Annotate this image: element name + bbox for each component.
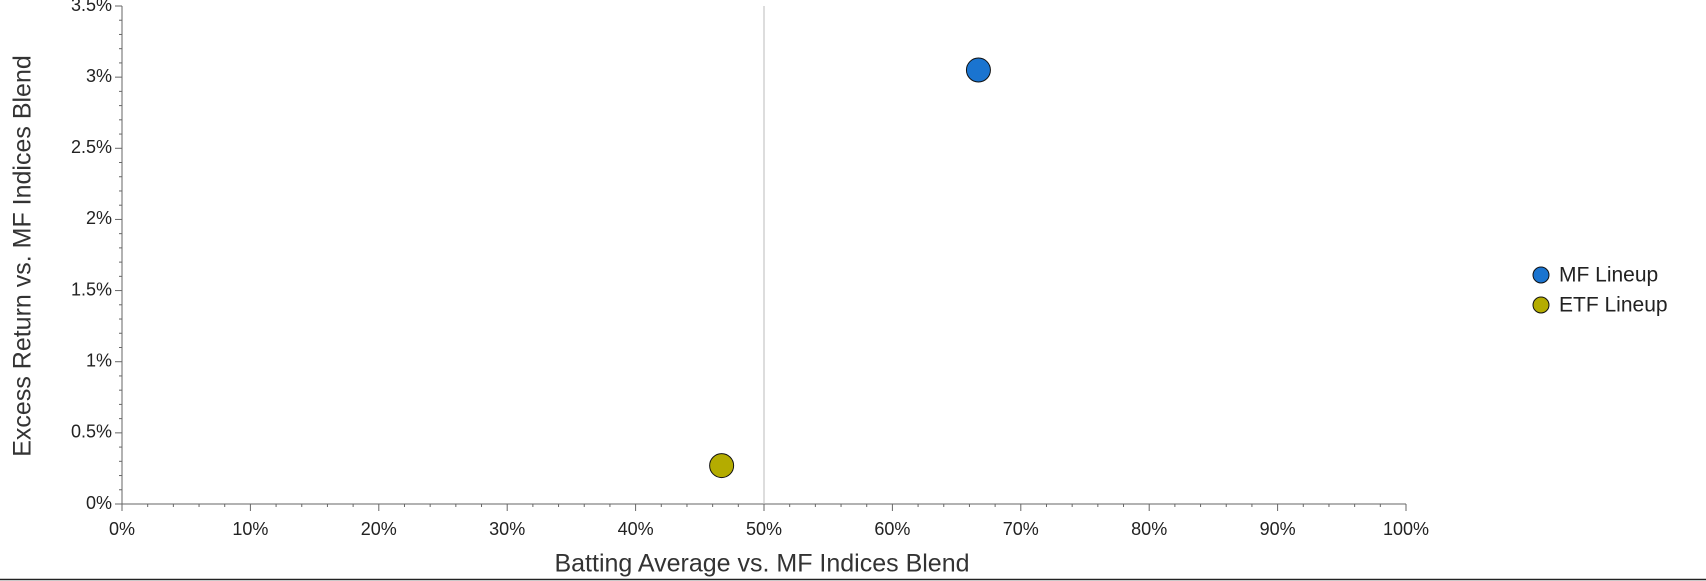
x-tick-label: 30% [489, 519, 525, 539]
legend-marker [1532, 296, 1550, 314]
x-axis-title: Batting Average vs. MF Indices Blend [554, 550, 969, 578]
y-tick-label: 3.5% [71, 0, 112, 15]
x-tick-label: 50% [746, 519, 782, 539]
x-tick-label: 90% [1260, 519, 1296, 539]
legend-marker [1532, 266, 1550, 284]
x-tick-label: 10% [232, 519, 268, 539]
y-tick-label: 0.5% [71, 422, 112, 442]
y-tick-label: 3% [86, 66, 112, 86]
y-tick-label: 0% [86, 493, 112, 513]
x-tick-label: 70% [1003, 519, 1039, 539]
point [965, 57, 991, 83]
y-axis-title: Excess Return vs. MF Indices Blend [9, 55, 37, 457]
legend-label: MF Lineup [1559, 264, 1658, 287]
x-tick-label: 60% [874, 519, 910, 539]
x-tick-label: 80% [1131, 519, 1167, 539]
x-tick-label: 40% [618, 519, 654, 539]
legend-label: ETF Lineup [1559, 294, 1668, 317]
point [709, 453, 735, 479]
y-tick-label: 2.5% [71, 137, 112, 157]
y-tick-label: 1% [86, 350, 112, 370]
x-tick-label: 100% [1383, 519, 1429, 539]
y-tick-label: 2% [86, 208, 112, 228]
y-tick-label: 1.5% [71, 279, 112, 299]
x-tick-label: 20% [361, 519, 397, 539]
x-tick-label: 0% [109, 519, 135, 539]
